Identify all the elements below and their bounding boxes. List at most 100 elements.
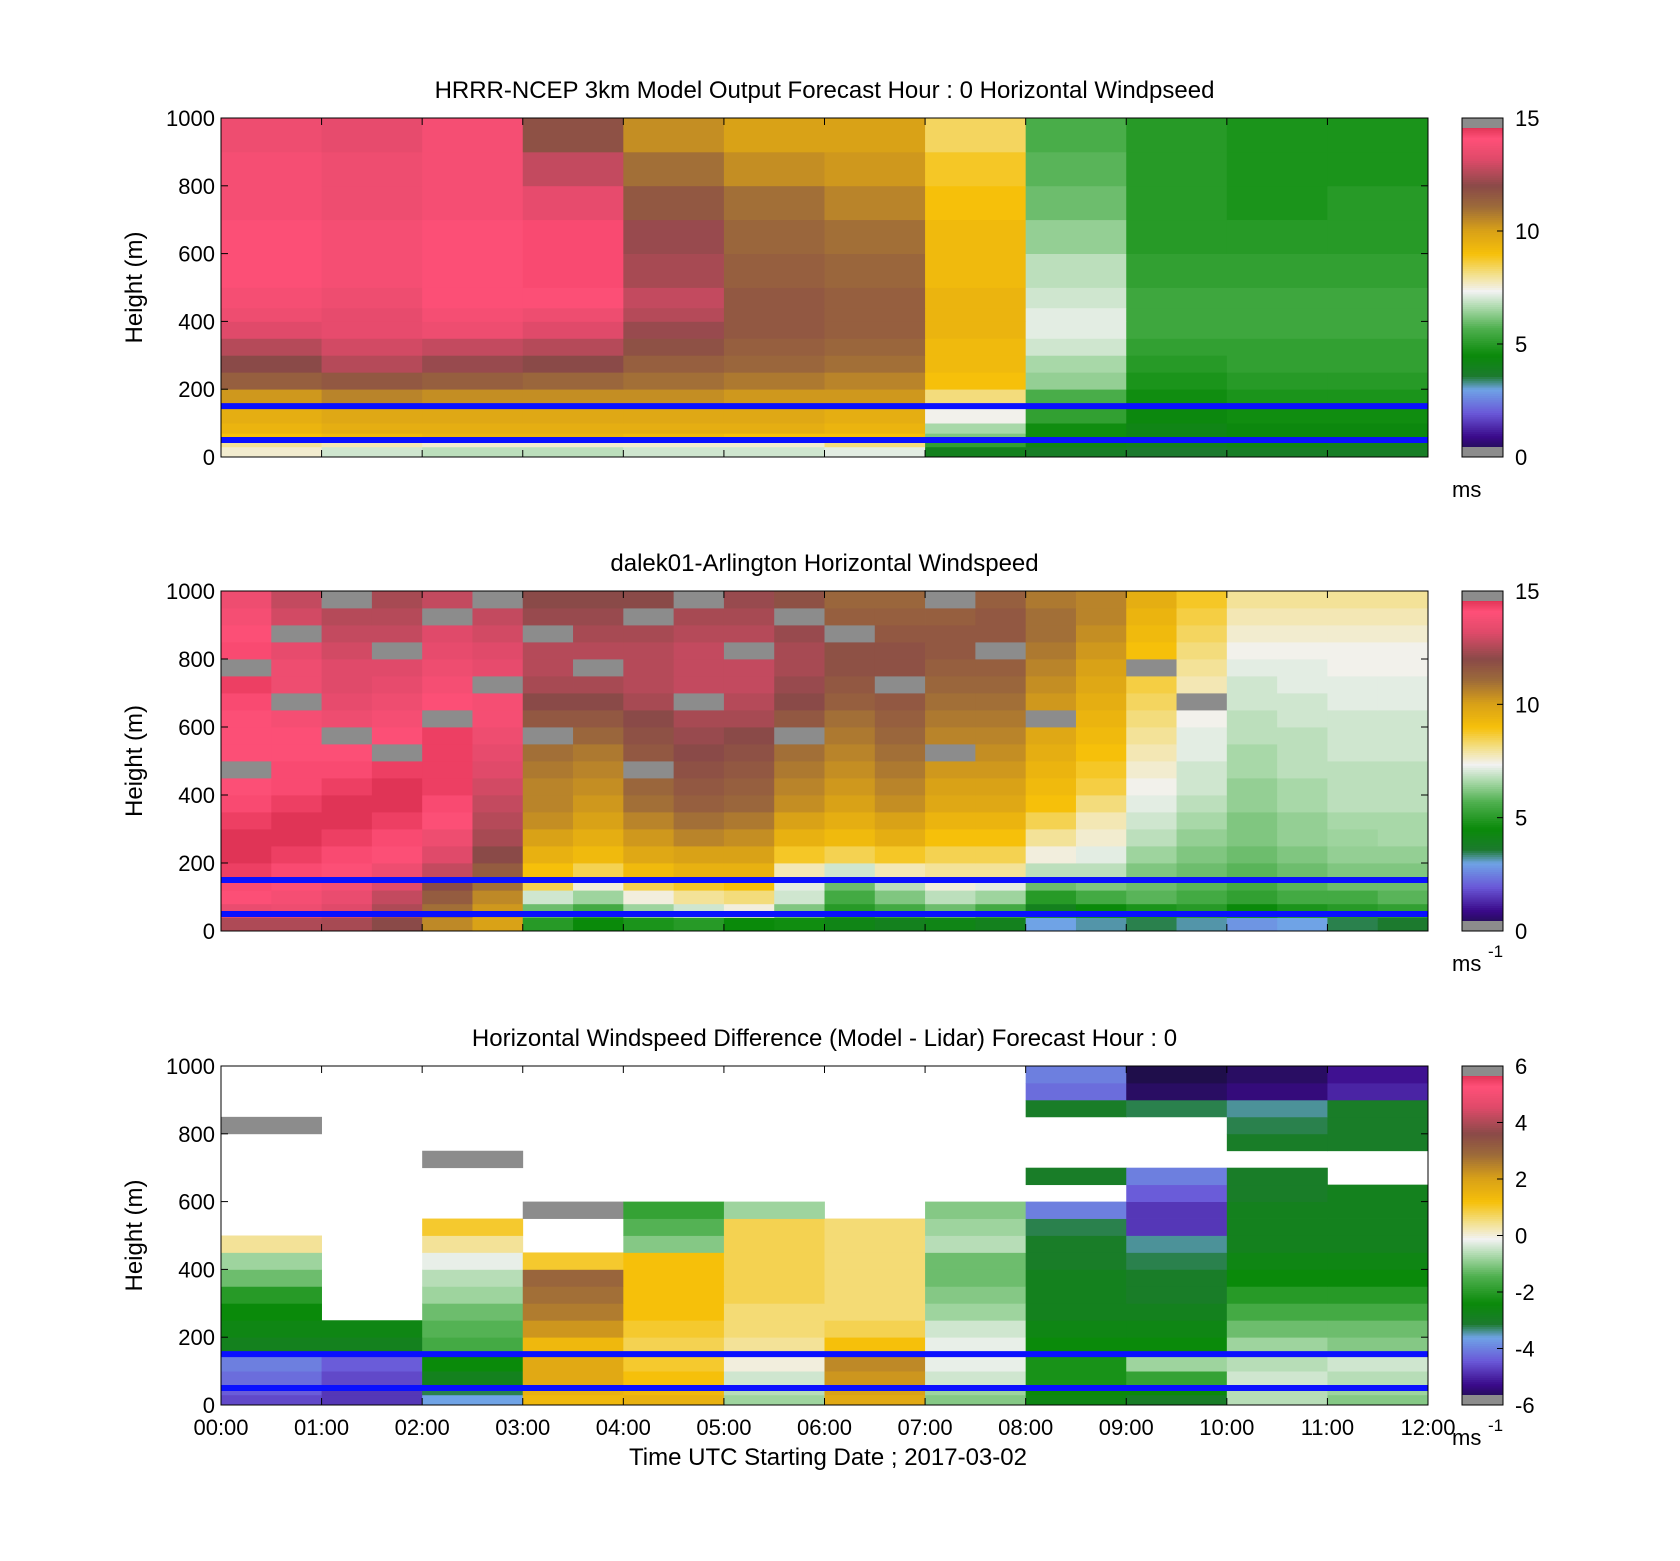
heatmap-cell [723, 812, 775, 830]
heatmap-cell [321, 338, 423, 356]
colorbar-segment [1462, 368, 1503, 371]
heatmap-cell [422, 890, 473, 905]
heatmap-cell [321, 608, 373, 626]
heatmap-cell [1226, 389, 1328, 407]
heatmap-cell [1226, 812, 1278, 830]
colorbar-segment [1462, 765, 1503, 768]
heatmap-cell [925, 355, 1027, 373]
heatmap-cell [1176, 863, 1228, 877]
colorbar-segment [1462, 784, 1503, 788]
colorbar-segment [1462, 788, 1503, 792]
heatmap-cell [874, 710, 926, 728]
colorbar-segment [1462, 298, 1503, 301]
colorbar-segment [1462, 420, 1503, 424]
heatmap-cell [723, 1252, 825, 1270]
colorbar-segment [1462, 302, 1503, 305]
colorbar-segment [1462, 285, 1503, 288]
heatmap-cell [874, 917, 926, 932]
heatmap-cell [1377, 710, 1429, 728]
colorbar-segment [1462, 1114, 1503, 1118]
colorbar-segment [1462, 175, 1503, 178]
heatmap-cell [1126, 440, 1228, 448]
heatmap-cell [723, 440, 825, 448]
colorbar-segment [1462, 795, 1503, 798]
colorbar-segment [1462, 1197, 1503, 1200]
heatmap-cell [422, 591, 473, 609]
heatmap-cell [1277, 917, 1328, 932]
heatmap-cell [1126, 1371, 1228, 1386]
colorbar-segment [1462, 395, 1503, 399]
heatmap-cell [371, 710, 423, 728]
heatmap-cell [321, 693, 373, 711]
heatmap-cell [321, 642, 373, 660]
heatmap-cell [925, 389, 1027, 407]
colorbar-segment [1462, 177, 1503, 180]
colorbar-segment [1462, 616, 1503, 620]
heatmap-cell [623, 321, 725, 339]
colorbar-segment [1462, 1337, 1503, 1340]
heatmap-cell [925, 1218, 1027, 1236]
heatmap-cell [522, 608, 574, 626]
heatmap-cell [271, 761, 322, 779]
colorbar-segment [1462, 1140, 1503, 1143]
colorbar-segment [1462, 782, 1503, 785]
heatmap-cell [673, 642, 725, 660]
heatmap-cell [371, 812, 423, 830]
colorbar-tick-label: 4 [1515, 1111, 1527, 1136]
colorbar-segment [1462, 308, 1503, 312]
heatmap-cell [422, 846, 473, 864]
colorbar-segment [1462, 1286, 1503, 1289]
heatmap-cell [221, 812, 272, 830]
heatmap-cells [221, 1066, 1429, 1406]
heatmap-cell [723, 253, 825, 288]
colorbar-segment [1462, 1231, 1503, 1234]
heatmap-cell [1226, 1235, 1328, 1253]
colorbar-segment [1462, 907, 1503, 911]
colorbar-segment [1462, 867, 1503, 870]
colorbar-segment [1462, 416, 1503, 420]
heatmap-cell [522, 355, 624, 373]
colorbar-segment [1462, 1102, 1503, 1105]
heatmap-cell [1327, 863, 1379, 877]
heatmap-cell [1126, 795, 1177, 813]
heatmap-cell [824, 1218, 926, 1236]
colorbar-segment [1462, 183, 1503, 187]
y-tick-label: 800 [178, 1122, 215, 1147]
colorbar-segment [1462, 814, 1503, 817]
colorbar-segment [1462, 1354, 1503, 1357]
colorbar-segment [1462, 637, 1503, 641]
heatmap-cell [1377, 659, 1429, 677]
heatmap-cell [774, 795, 825, 813]
heatmap-cell [422, 253, 524, 288]
heatmap-cell [1025, 406, 1127, 424]
heatmap-cell [522, 185, 624, 221]
heatmap-cell [1025, 693, 1077, 711]
heatmap-cell [1377, 846, 1429, 864]
heatmap-cell [1226, 321, 1328, 339]
heatmap-cell [573, 591, 624, 609]
colorbar-segment [1462, 412, 1503, 416]
heatmap-cell [925, 659, 976, 677]
heatmap-cell [422, 1354, 524, 1372]
heatmap-cell [824, 591, 876, 609]
colorbar-segment [1462, 232, 1503, 236]
heatmap-cell [321, 591, 373, 609]
colorbar-segment [1462, 317, 1503, 320]
heatmap-cell [1226, 307, 1328, 322]
heatmap-cell [321, 372, 423, 390]
heatmap-cell [1126, 446, 1228, 458]
heatmap-cell [1226, 118, 1328, 153]
heatmap-cell [321, 744, 373, 762]
colorbar-segment [1462, 731, 1503, 734]
heatmap-cell [321, 185, 423, 221]
y-tick-label: 1000 [166, 106, 215, 131]
heatmap-cell [221, 795, 272, 813]
heatmap-cell [1327, 917, 1379, 932]
colorbar-segment [1462, 1358, 1503, 1362]
heatmap-cell [472, 625, 524, 643]
heatmap-cell [1226, 151, 1328, 187]
colorbar-segment [1462, 803, 1503, 807]
heatmap-cell [723, 625, 775, 643]
heatmap-cell [925, 1337, 1027, 1355]
colorbar-segment [1462, 423, 1503, 426]
